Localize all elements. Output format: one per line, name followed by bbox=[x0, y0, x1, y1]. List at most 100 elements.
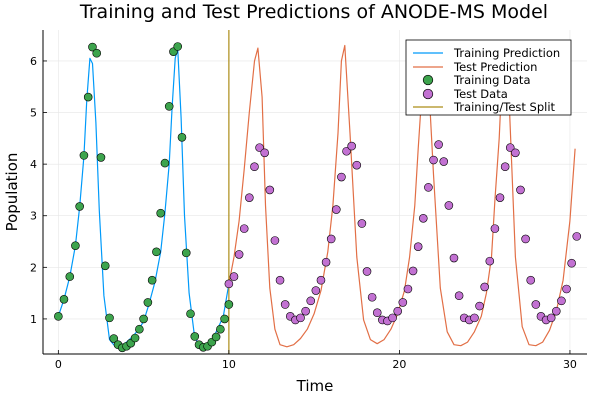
test-data-point bbox=[388, 313, 397, 323]
test-data-point bbox=[413, 242, 423, 251]
test-data-point bbox=[439, 157, 449, 166]
test-data-point bbox=[301, 306, 310, 316]
test-data-point bbox=[485, 256, 495, 266]
test-data-point bbox=[475, 301, 484, 311]
x-axis-label: Time bbox=[296, 377, 334, 395]
test-data-point bbox=[270, 236, 280, 245]
plot-area bbox=[54, 30, 582, 354]
training-data-point bbox=[160, 158, 170, 168]
test-data-point bbox=[444, 201, 454, 210]
test-data-point bbox=[296, 313, 305, 323]
test-data-point bbox=[403, 284, 413, 294]
training-data-point bbox=[109, 334, 119, 343]
test-data-point bbox=[526, 275, 536, 285]
legend-swatch-test-data bbox=[422, 88, 434, 100]
test-data-point bbox=[234, 250, 244, 259]
test-data-point bbox=[342, 146, 351, 156]
ticks: 0 10 20 30 1 2 3 4 5 6 bbox=[30, 55, 577, 371]
test-data-point bbox=[316, 275, 326, 285]
test-data-point bbox=[454, 291, 464, 301]
test-data-point bbox=[255, 143, 264, 152]
training-data-point bbox=[88, 42, 97, 52]
training-data-point bbox=[220, 314, 229, 324]
test-data-point bbox=[521, 234, 530, 244]
test-data-point bbox=[562, 284, 571, 294]
y-tick-label: 2 bbox=[30, 261, 37, 274]
test-data-point bbox=[572, 232, 582, 241]
test-data-point bbox=[546, 313, 556, 323]
test-data-point bbox=[567, 258, 576, 268]
test-data-point bbox=[424, 183, 433, 192]
legend-label-split: Training/Test Split bbox=[453, 100, 556, 114]
training-data-point bbox=[224, 300, 234, 309]
test-data-point bbox=[408, 266, 418, 276]
test-data-point bbox=[434, 140, 443, 149]
test-data-point bbox=[250, 162, 259, 172]
training-data-point bbox=[211, 332, 221, 342]
training-data-point bbox=[100, 261, 110, 271]
training-data-point bbox=[79, 151, 89, 160]
legend-label-test-prediction: Test Prediction bbox=[453, 60, 537, 74]
x-tick-label: 30 bbox=[563, 358, 577, 371]
y-tick-label: 4 bbox=[30, 158, 37, 171]
x-tick-label: 10 bbox=[222, 358, 236, 371]
test-data-point bbox=[490, 224, 500, 233]
test-data-point bbox=[429, 155, 438, 165]
test-data-point bbox=[449, 253, 459, 263]
test-data-point bbox=[516, 185, 525, 195]
training-data-point bbox=[216, 324, 225, 334]
chart-title: Training and Test Predictions of ANODE-M… bbox=[79, 1, 548, 23]
test-data-point bbox=[311, 286, 321, 295]
test-data-point bbox=[260, 148, 269, 158]
training-prediction-line bbox=[57, 47, 230, 347]
test-data-point bbox=[229, 272, 239, 281]
training-data-point bbox=[92, 48, 102, 58]
y-tick-label: 3 bbox=[30, 210, 37, 223]
training-data-point bbox=[75, 202, 84, 211]
legend-swatch-training-data bbox=[422, 74, 434, 86]
test-data-point bbox=[531, 300, 541, 309]
test-data-point bbox=[326, 234, 336, 244]
training-data-point bbox=[143, 298, 153, 307]
test-data-point bbox=[306, 296, 316, 306]
test-data-point bbox=[275, 275, 285, 285]
training-data-point bbox=[135, 324, 144, 334]
training-data-point bbox=[139, 314, 148, 324]
training-data-point bbox=[181, 248, 191, 258]
y-tick-label: 6 bbox=[30, 55, 37, 68]
legend-label-training-data: Training Data bbox=[453, 73, 531, 87]
test-data-point bbox=[500, 162, 510, 172]
axes bbox=[42, 30, 587, 355]
test-data-point bbox=[470, 313, 479, 323]
test-data-point bbox=[372, 308, 382, 318]
training-data-point bbox=[54, 312, 63, 321]
x-tick-label: 20 bbox=[392, 358, 406, 371]
training-data-point bbox=[59, 295, 69, 304]
y-axis-label: Population bbox=[3, 153, 21, 232]
test-data-point bbox=[265, 185, 275, 195]
training-data-point bbox=[152, 247, 161, 257]
training-data-point bbox=[156, 208, 165, 218]
training-data-point bbox=[105, 313, 114, 323]
test-data-point bbox=[332, 205, 341, 214]
test-data-point bbox=[321, 257, 331, 267]
y-tick-label: 1 bbox=[30, 313, 37, 326]
training-data-point bbox=[186, 309, 195, 319]
training-data-point bbox=[173, 42, 183, 51]
y-tick-label: 5 bbox=[30, 107, 37, 120]
test-data-point bbox=[552, 306, 561, 316]
training-data-point bbox=[147, 275, 157, 285]
training-data-point bbox=[177, 133, 187, 142]
test-data-point bbox=[239, 224, 249, 233]
test-data-point bbox=[495, 193, 505, 202]
test-data-point bbox=[337, 172, 346, 182]
test-data-point bbox=[362, 267, 372, 276]
test-data-point bbox=[393, 306, 403, 316]
legend-label-test-data: Test Data bbox=[453, 87, 508, 101]
test-data-point bbox=[280, 300, 290, 309]
training-data-point bbox=[83, 92, 93, 102]
test-data-point bbox=[557, 296, 566, 306]
x-tick-label: 0 bbox=[55, 358, 62, 371]
legend: Training Prediction Test Prediction Trai… bbox=[405, 39, 572, 116]
